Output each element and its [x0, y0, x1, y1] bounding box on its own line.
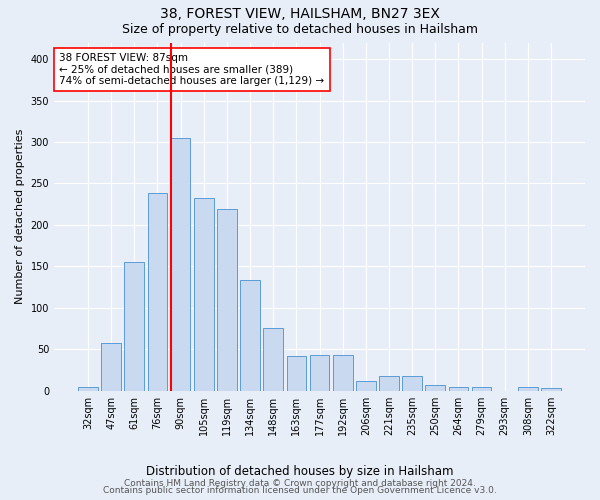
Bar [148, 194, 167, 391]
Text: Contains public sector information licensed under the Open Government Licence v3: Contains public sector information licen… [103, 486, 497, 495]
Bar [240, 280, 260, 391]
Bar [101, 344, 121, 391]
Bar [333, 355, 353, 391]
Text: Distribution of detached houses by size in Hailsham: Distribution of detached houses by size … [146, 465, 454, 478]
Text: 38, FOREST VIEW, HAILSHAM, BN27 3EX: 38, FOREST VIEW, HAILSHAM, BN27 3EX [160, 8, 440, 22]
Bar [78, 388, 98, 391]
Bar [124, 262, 144, 391]
Bar [217, 209, 237, 391]
Text: Size of property relative to detached houses in Hailsham: Size of property relative to detached ho… [122, 22, 478, 36]
Text: 38 FOREST VIEW: 87sqm
← 25% of detached houses are smaller (389)
74% of semi-det: 38 FOREST VIEW: 87sqm ← 25% of detached … [59, 53, 325, 86]
Bar [194, 198, 214, 391]
Bar [402, 376, 422, 391]
Bar [263, 328, 283, 391]
Text: Contains HM Land Registry data © Crown copyright and database right 2024.: Contains HM Land Registry data © Crown c… [124, 478, 476, 488]
Bar [425, 385, 445, 391]
Bar [541, 388, 561, 391]
Y-axis label: Number of detached properties: Number of detached properties [15, 129, 25, 304]
Bar [379, 376, 399, 391]
Bar [356, 381, 376, 391]
Bar [310, 355, 329, 391]
Bar [449, 388, 468, 391]
Bar [472, 388, 491, 391]
Bar [518, 388, 538, 391]
Bar [171, 138, 190, 391]
Bar [287, 356, 306, 391]
